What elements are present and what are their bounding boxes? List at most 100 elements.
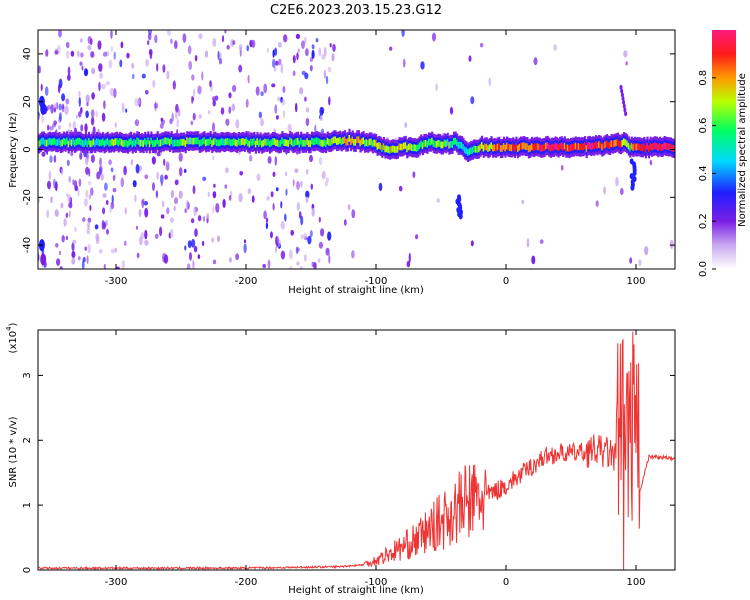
noise-speckle xyxy=(319,106,324,116)
noise-speckle xyxy=(275,235,280,245)
ridge-core xyxy=(457,142,460,149)
ridge-core xyxy=(609,142,612,149)
ridge-core xyxy=(473,145,476,153)
noise-speckle xyxy=(161,200,165,208)
ridge-core xyxy=(492,144,495,152)
noise-speckle xyxy=(296,180,300,190)
ridge-core xyxy=(646,142,649,150)
ridge-core xyxy=(404,142,407,149)
noise-speckle xyxy=(77,188,80,197)
noise-speckle xyxy=(38,65,41,74)
noise-speckle xyxy=(267,259,271,269)
ridge-core xyxy=(557,144,560,152)
noise-speckle xyxy=(65,41,70,49)
ridge-core xyxy=(292,140,295,147)
noise-speckle xyxy=(156,152,161,157)
ridge-core xyxy=(52,138,55,146)
transient-feature xyxy=(622,99,626,105)
noise-speckle xyxy=(479,43,484,48)
ridge-core xyxy=(389,146,392,154)
ridge-core xyxy=(584,142,587,149)
noise-speckle xyxy=(198,33,203,40)
ridge-core xyxy=(66,137,69,145)
ridge-core xyxy=(162,138,165,146)
noise-speckle xyxy=(172,80,176,90)
noise-speckle xyxy=(90,51,95,58)
noise-speckle xyxy=(470,240,474,247)
ridge-core xyxy=(69,138,72,145)
noise-speckle xyxy=(435,83,439,91)
ridge-core xyxy=(293,139,296,147)
noise-speckle xyxy=(531,255,536,265)
noise-speckle xyxy=(145,90,149,95)
noise-speckle xyxy=(206,212,209,220)
noise-speckle xyxy=(61,93,66,102)
ridge-core xyxy=(314,138,317,145)
ridge-core xyxy=(158,140,161,147)
ridge-core xyxy=(368,138,371,146)
noise-speckle xyxy=(47,124,50,131)
ridge-core xyxy=(141,139,144,146)
noise-speckle xyxy=(276,241,279,247)
noise-speckle xyxy=(275,245,278,254)
ridge-core xyxy=(668,143,671,151)
ridge-core xyxy=(148,140,151,148)
noise-speckle xyxy=(212,38,217,47)
ridge-core xyxy=(484,143,487,151)
noise-speckle xyxy=(347,204,351,211)
ridge-core xyxy=(415,145,418,152)
noise-speckle xyxy=(49,126,54,131)
x-tick-label: 100 xyxy=(626,577,645,588)
noise-speckle xyxy=(553,44,558,51)
noise-speckle xyxy=(112,175,116,182)
noise-speckle xyxy=(174,179,179,186)
ridge-core xyxy=(265,139,268,146)
noise-speckle xyxy=(113,51,116,60)
ridge-core xyxy=(259,138,262,146)
noise-speckle xyxy=(669,239,674,249)
ridge-core xyxy=(649,142,652,150)
noise-speckle xyxy=(284,171,288,176)
noise-speckle xyxy=(649,159,653,166)
colorbar-tick-label: 0.6 xyxy=(698,118,709,134)
ridge-core xyxy=(323,139,326,146)
ridge-core xyxy=(340,138,343,146)
noise-speckle xyxy=(224,30,227,34)
noise-speckle xyxy=(160,214,165,219)
ridge-core xyxy=(417,144,420,152)
ridge-core xyxy=(142,140,145,147)
noise-speckle xyxy=(80,124,84,132)
noise-speckle xyxy=(84,246,87,251)
noise-speckle xyxy=(595,200,599,207)
ridge-core xyxy=(253,138,256,145)
ridge-core xyxy=(276,139,279,147)
noise-speckle xyxy=(184,245,187,251)
ridge-core xyxy=(435,141,438,148)
noise-speckle xyxy=(304,36,307,45)
ridge-core xyxy=(206,138,209,146)
ridge-core xyxy=(317,138,320,145)
noise-speckle xyxy=(106,228,109,235)
noise-speckle xyxy=(78,96,82,107)
colorbar-tick-label: 0.4 xyxy=(698,165,709,181)
ridge-core xyxy=(585,145,588,152)
noise-speckle xyxy=(48,170,52,181)
noise-speckle xyxy=(141,198,145,209)
noise-speckle xyxy=(189,252,192,261)
ridge-core xyxy=(375,140,378,147)
ridge-core xyxy=(180,138,183,146)
ridge-core xyxy=(399,143,403,151)
ridge-core xyxy=(456,139,459,147)
noise-speckle xyxy=(332,43,336,52)
noise-speckle xyxy=(328,96,331,106)
noise-speckle xyxy=(126,52,130,59)
ridge-core xyxy=(651,143,654,151)
noise-speckle xyxy=(174,197,178,205)
noise-speckle xyxy=(155,190,159,199)
ridge-core xyxy=(243,139,247,146)
ridge-core xyxy=(83,140,86,147)
noise-speckle xyxy=(58,250,62,256)
noise-speckle xyxy=(85,110,89,119)
ridge-core xyxy=(601,143,604,151)
noise-speckle xyxy=(275,187,279,192)
